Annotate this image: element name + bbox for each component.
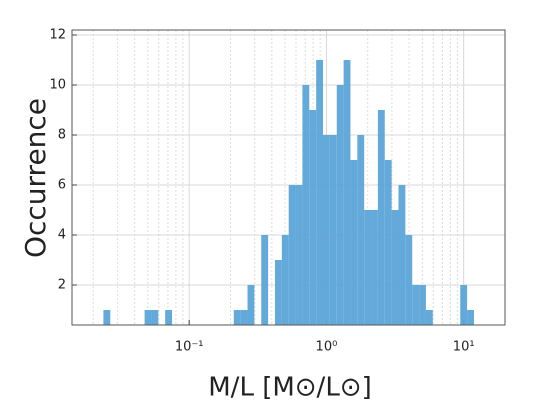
bar	[371, 210, 378, 325]
y-tick-label: 8	[58, 128, 66, 143]
bar	[247, 285, 255, 325]
bar	[165, 310, 173, 325]
bar	[467, 310, 475, 325]
bar	[288, 185, 296, 325]
bar	[144, 310, 152, 325]
bar	[316, 60, 324, 325]
bar	[425, 310, 433, 325]
y-tick-label: 10	[49, 78, 66, 93]
bar	[412, 285, 420, 325]
bar	[343, 60, 351, 325]
bar	[151, 310, 159, 325]
y-axis-label: Occurrence	[19, 98, 52, 258]
bar	[240, 310, 248, 325]
x-tick-label: 10¹	[453, 340, 475, 355]
bar	[460, 285, 468, 325]
bar	[419, 285, 426, 325]
bar	[323, 135, 330, 325]
y-tick-label: 12	[49, 28, 66, 43]
bar	[233, 310, 241, 325]
bar	[309, 110, 317, 325]
plot-frame	[71, 29, 506, 326]
bar	[384, 160, 392, 325]
bar	[336, 85, 344, 325]
bar	[405, 235, 413, 325]
bar	[398, 185, 406, 325]
bar	[103, 310, 111, 325]
y-tick-label: 6	[58, 178, 66, 193]
x-axis-label: M/L [M⊙/L⊙]	[208, 373, 371, 403]
bar	[274, 260, 282, 325]
bar	[364, 210, 372, 325]
y-tick-label: 2	[58, 278, 66, 293]
bar	[261, 235, 269, 325]
bar	[329, 135, 337, 325]
x-tick-label: 10⁻¹	[175, 340, 204, 355]
y-tick-label: 4	[58, 228, 66, 243]
bar	[281, 235, 289, 325]
bar	[377, 110, 385, 325]
bar	[350, 160, 358, 325]
bar	[295, 185, 303, 325]
bar	[391, 210, 399, 325]
x-tick-label: 10⁰	[316, 340, 338, 355]
bar	[302, 85, 310, 325]
bar	[357, 135, 365, 325]
